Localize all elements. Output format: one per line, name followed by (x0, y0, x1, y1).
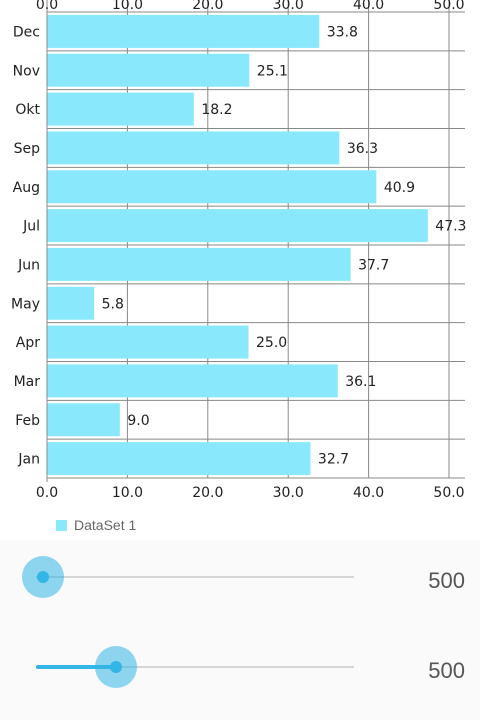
legend-label: DataSet 1 (74, 517, 137, 533)
category-label: Sep (14, 141, 41, 157)
category-label: Dec (13, 24, 40, 40)
value-label: 47.3 (435, 219, 466, 235)
bar (47, 286, 95, 320)
horizontal-bar-chart: Dec 33.8 Nov 25.1 Okt 18.2 Sep 36.3 Aug 40.9 Jul 47… (11, 0, 467, 501)
category-label: Jan (17, 452, 40, 468)
seekbar-y-progress (36, 665, 116, 669)
category-label: Jun (17, 257, 40, 273)
seekbar-x-thumb-dot (37, 571, 49, 583)
value-label: 37.7 (358, 257, 389, 273)
value-label: 18.2 (201, 102, 232, 118)
value-label: 36.3 (347, 141, 378, 157)
x-tick-label-bottom: 10.0 (112, 485, 143, 501)
seekbar-y-track[interactable] (36, 666, 354, 668)
seekbar-y-row: 500 (0, 630, 480, 720)
x-tick-label-top: 30.0 (273, 0, 304, 13)
controls-panel: 500 500 (0, 540, 480, 720)
value-label: 25.0 (256, 335, 287, 351)
bar (47, 442, 311, 476)
bar (47, 364, 338, 398)
bar (47, 53, 250, 87)
value-label: 33.8 (327, 24, 358, 40)
x-tick-label-top: 0.0 (36, 0, 58, 13)
seekbar-x-row: 500 (0, 540, 480, 630)
category-label: Okt (15, 102, 40, 118)
value-label: 5.8 (102, 296, 124, 312)
x-tick-label-bottom: 30.0 (273, 485, 304, 501)
seekbar-y-thumb-dot (109, 661, 122, 673)
bar (47, 247, 351, 281)
x-tick-label-top: 10.0 (112, 0, 143, 13)
category-label: Jul (22, 219, 40, 235)
category-label: Nov (13, 63, 40, 79)
value-label: 25.1 (257, 63, 288, 79)
category-label: Aug (13, 180, 40, 196)
bar (47, 403, 120, 437)
bar (47, 170, 377, 204)
x-tick-label-top: 50.0 (433, 0, 464, 13)
legend-swatch-icon (56, 519, 67, 531)
x-tick-label-bottom: 20.0 (192, 485, 223, 501)
bar (47, 14, 320, 48)
value-label: 36.1 (345, 374, 376, 390)
bar (47, 209, 428, 243)
seekbar-x-track[interactable] (36, 576, 354, 578)
seekbar-y-value: 500 (428, 658, 465, 683)
category-label: Apr (16, 335, 40, 351)
category-label: Mar (14, 374, 41, 390)
category-label: May (11, 296, 40, 312)
seekbar-x-value: 500 (428, 568, 465, 593)
category-label: Feb (15, 413, 40, 429)
value-label: 9.0 (127, 413, 149, 429)
x-tick-label-top: 20.0 (192, 0, 223, 13)
value-label: 32.7 (318, 452, 349, 468)
chart-svg: Dec 33.8 Nov 25.1 Okt 18.2 Sep 36.3 Aug 40.9 Jul 47… (11, 0, 466, 501)
bar (47, 131, 340, 165)
value-label: 40.9 (384, 180, 415, 196)
x-tick-label-bottom: 40.0 (353, 485, 384, 501)
x-tick-label-bottom: 50.0 (433, 485, 464, 501)
x-tick-label-top: 40.0 (353, 0, 384, 13)
chart-legend: DataSet 1 (56, 517, 136, 533)
x-tick-label-bottom: 0.0 (36, 485, 58, 501)
bar (47, 325, 249, 359)
bar (47, 92, 194, 126)
